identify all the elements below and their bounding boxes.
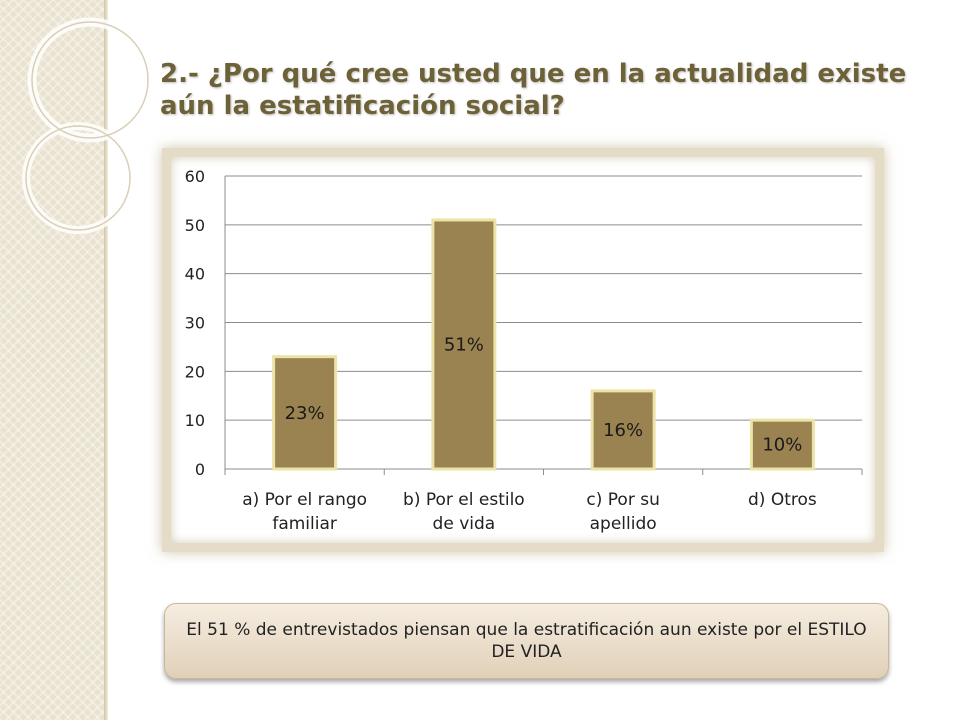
y-tick-label: 20 [185, 362, 205, 381]
x-tick-label: b) Por el estilo [403, 490, 525, 510]
x-tick-label: d) Otros [748, 490, 817, 510]
caption-text: El 51 % de entrevistados piensan que la … [186, 620, 867, 662]
bar [590, 389, 656, 471]
bar [272, 355, 338, 471]
decorative-circles [22, 17, 150, 234]
x-tick-label: c) Por su [586, 490, 659, 510]
bar [431, 218, 497, 471]
y-tick-label: 40 [185, 265, 205, 284]
data-label: 23% [285, 403, 325, 424]
x-tick-label: de vida [433, 514, 496, 534]
side-band-edge [104, 0, 108, 720]
y-tick-label: 10 [185, 411, 205, 430]
bar [749, 418, 815, 471]
data-label: 51% [444, 334, 484, 355]
data-label: 16% [603, 420, 643, 441]
chart-frame [162, 148, 884, 552]
x-tick-label: apellido [590, 514, 657, 534]
x-tick-label: a) Por el rango [242, 490, 367, 510]
y-tick-label: 50 [185, 216, 205, 235]
slide-title: 2.- ¿Por qué cree usted que en la actual… [160, 59, 907, 121]
caption-box: El 51 % de entrevistados piensan que la … [164, 603, 889, 679]
x-tick-label: familiar [272, 514, 337, 534]
y-tick-label: 30 [185, 314, 205, 333]
y-tick-label: 0 [195, 460, 205, 479]
y-tick-label: 60 [185, 167, 205, 186]
data-label: 10% [762, 435, 802, 456]
